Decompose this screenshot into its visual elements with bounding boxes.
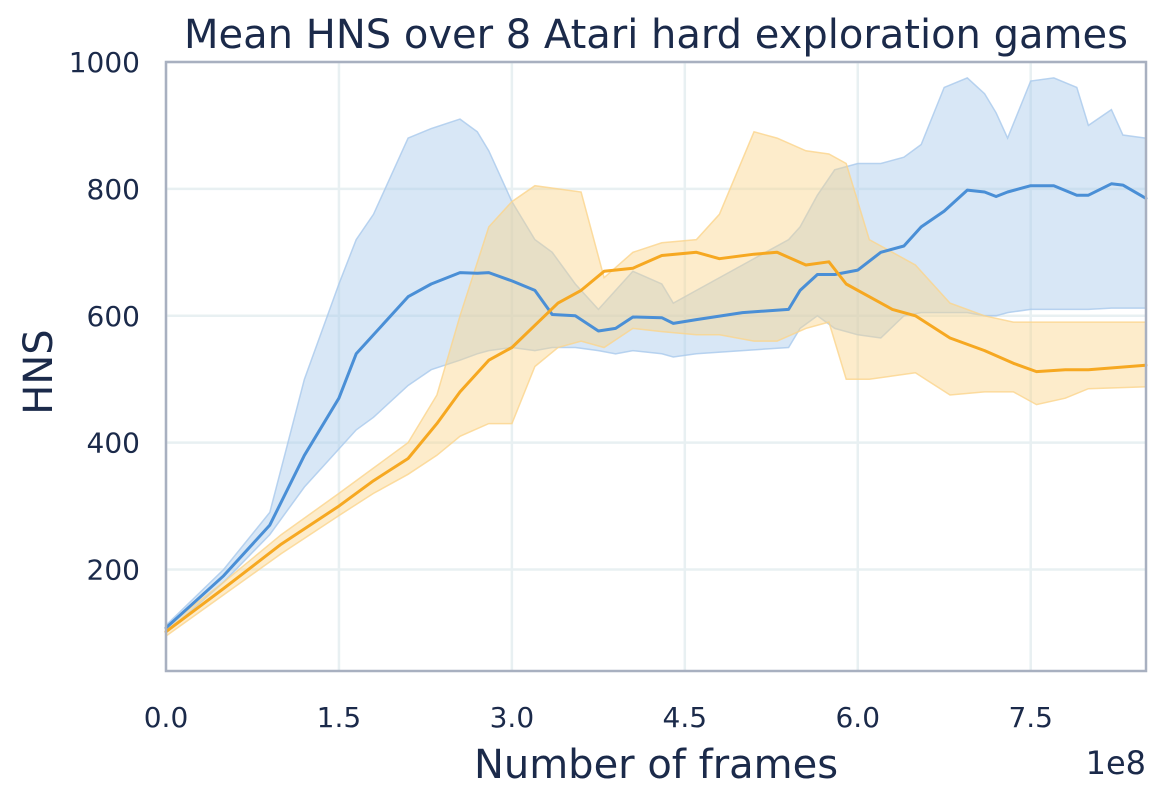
x-tick-label: 6.0 [835,701,880,734]
x-tick-label: 1.5 [317,701,362,734]
y-tick-label: 600 [87,300,140,333]
x-tick-label: 4.5 [663,701,708,734]
series-0-line [164,182,1148,630]
x-tick-label: 7.5 [1008,701,1053,734]
x-axis-label: Number of frames [474,742,838,788]
y-tick-label: 200 [87,554,140,587]
x-tick-label: 0.0 [144,701,189,734]
y-tick-label: 400 [87,427,140,460]
x-offset-label: 1e8 [1086,744,1146,782]
x-tick-label: 3.0 [490,701,535,734]
series-1-line [164,250,1148,634]
y-tick-label: 800 [87,173,140,206]
tick-labels: 0.0 1.5 3.0 4.5 6.0 7.5 200 400 600 800 1000 [69,46,1053,734]
chart-title: Mean HNS over 8 Atari hard exploration g… [184,12,1128,58]
y-tick-label: 1000 [69,46,140,79]
y-axis-label: HNS [16,329,62,414]
series-lines [164,182,1148,634]
plot-frame [164,60,1148,673]
